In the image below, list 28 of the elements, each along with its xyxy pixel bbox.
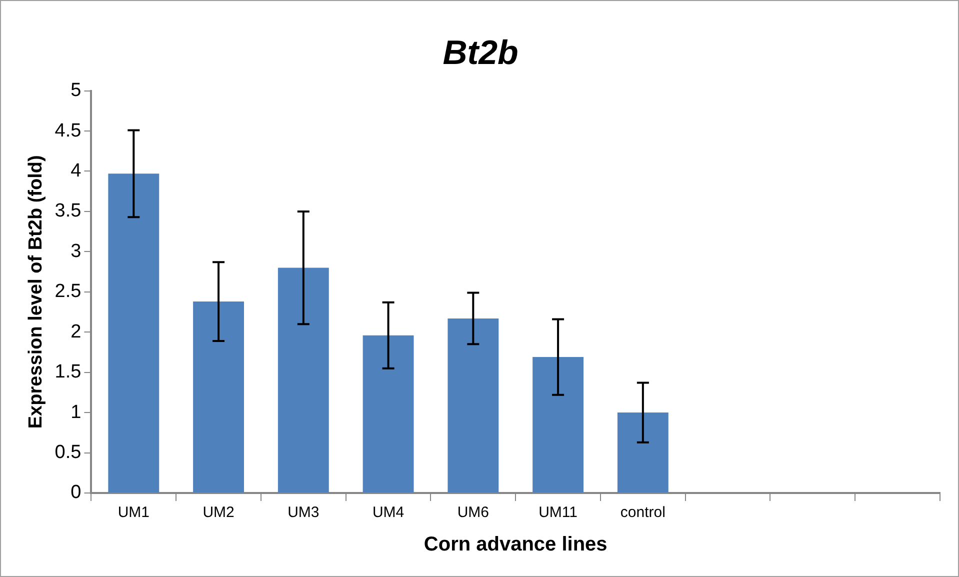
bar	[617, 412, 668, 492]
x-tick-label: UM4	[372, 504, 404, 522]
y-tick-label: 4.5	[54, 120, 82, 142]
x-tick-label: UM1	[118, 504, 150, 522]
x-tick-label: UM3	[288, 504, 320, 522]
bar	[532, 357, 584, 492]
x-axis-title: Corn advance lines	[424, 534, 608, 556]
bar	[362, 335, 414, 492]
y-tick-label: 3.5	[54, 200, 82, 222]
y-tick-label: 1	[70, 402, 82, 423]
y-tick-label: 3	[70, 240, 82, 262]
x-tick-label: control	[620, 504, 666, 522]
bar	[193, 302, 244, 492]
y-tick-label: 0.5	[54, 442, 82, 464]
y-tick-label: 2.5	[54, 281, 82, 302]
x-tick-label: UM11	[538, 504, 578, 522]
chart-title: Bt2b	[442, 34, 518, 72]
y-tick-label: 2	[70, 321, 82, 342]
y-tick-label: 1.5	[54, 362, 82, 383]
y-tick-label: 0	[70, 482, 82, 504]
bar	[108, 174, 160, 492]
y-tick-label: 5	[70, 80, 82, 102]
y-tick-label: 4	[70, 160, 82, 182]
x-tick-label: UM2	[202, 504, 234, 522]
y-axis-title: Expression level of Bt2b (fold)	[26, 155, 47, 429]
bar	[278, 268, 329, 492]
x-tick-label: UM6	[457, 504, 490, 522]
bar	[448, 318, 499, 492]
